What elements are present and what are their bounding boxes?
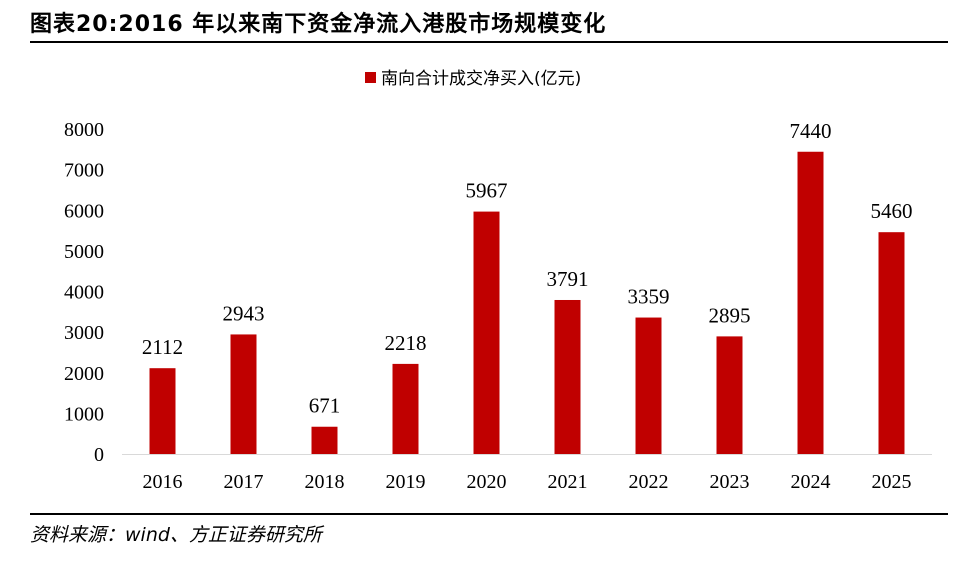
bar-2025 xyxy=(878,232,905,454)
y-tick-label: 4000 xyxy=(64,282,104,304)
figure-title: 图表20:2016 年以来南下资金净流入港股市场规模变化 xyxy=(30,12,607,37)
source-note: 资料来源：wind、方正证券研究所 xyxy=(30,524,322,546)
y-tick-label: 7000 xyxy=(64,160,104,182)
y-tick-label: 0 xyxy=(94,444,104,466)
y-axis: 0 1000 2000 3000 4000 5000 6000 7000 8000 xyxy=(64,119,104,466)
legend-label: 南向合计成交净买入(亿元) xyxy=(381,69,581,89)
legend-swatch xyxy=(365,72,376,83)
data-label: 2218 xyxy=(385,331,427,355)
x-axis: 2016 2017 2018 2019 2020 2021 2022 2023 2024 2025 xyxy=(143,471,912,493)
bar-2016 xyxy=(149,368,176,454)
data-label: 2943 xyxy=(223,301,265,325)
data-label: 2895 xyxy=(709,303,751,327)
y-tick-label: 1000 xyxy=(64,403,104,425)
x-tick-label: 2017 xyxy=(224,471,264,493)
y-tick-label: 2000 xyxy=(64,363,104,385)
bar-2017 xyxy=(230,334,257,454)
y-tick-label: 3000 xyxy=(64,322,104,344)
data-label: 7440 xyxy=(790,119,832,143)
bar-2019 xyxy=(392,363,419,454)
data-label: 5967 xyxy=(466,179,508,203)
x-tick-label: 2024 xyxy=(791,471,831,493)
y-tick-label: 6000 xyxy=(64,200,104,222)
y-tick-label: 5000 xyxy=(64,241,104,263)
x-tick-label: 2019 xyxy=(386,471,426,493)
x-tick-label: 2016 xyxy=(143,471,183,493)
bars xyxy=(149,151,905,454)
x-tick-label: 2020 xyxy=(467,471,507,493)
x-tick-label: 2018 xyxy=(305,471,345,493)
source-rule xyxy=(30,513,948,515)
y-tick-label: 8000 xyxy=(64,119,104,141)
x-tick-label: 2021 xyxy=(548,471,588,493)
legend: 南向合计成交净买入(亿元) xyxy=(365,69,581,89)
data-label: 5460 xyxy=(871,199,913,223)
data-labels: 2112 2943 671 2218 5967 3791 3359 2895 7440 5460 xyxy=(142,119,913,418)
x-tick-label: 2022 xyxy=(629,471,669,493)
x-tick-label: 2023 xyxy=(710,471,750,493)
data-label: 3791 xyxy=(547,267,589,291)
x-tick-label: 2025 xyxy=(872,471,912,493)
data-label: 671 xyxy=(309,394,341,418)
bar-2018 xyxy=(311,426,338,454)
bar-2021 xyxy=(554,299,581,454)
data-label: 3359 xyxy=(628,285,670,309)
data-label: 2112 xyxy=(142,335,183,359)
bar-2024 xyxy=(797,151,824,454)
bar-2023 xyxy=(716,336,743,454)
bar-2020 xyxy=(473,211,500,454)
bar-2022 xyxy=(635,317,662,454)
title-rule xyxy=(30,41,948,43)
